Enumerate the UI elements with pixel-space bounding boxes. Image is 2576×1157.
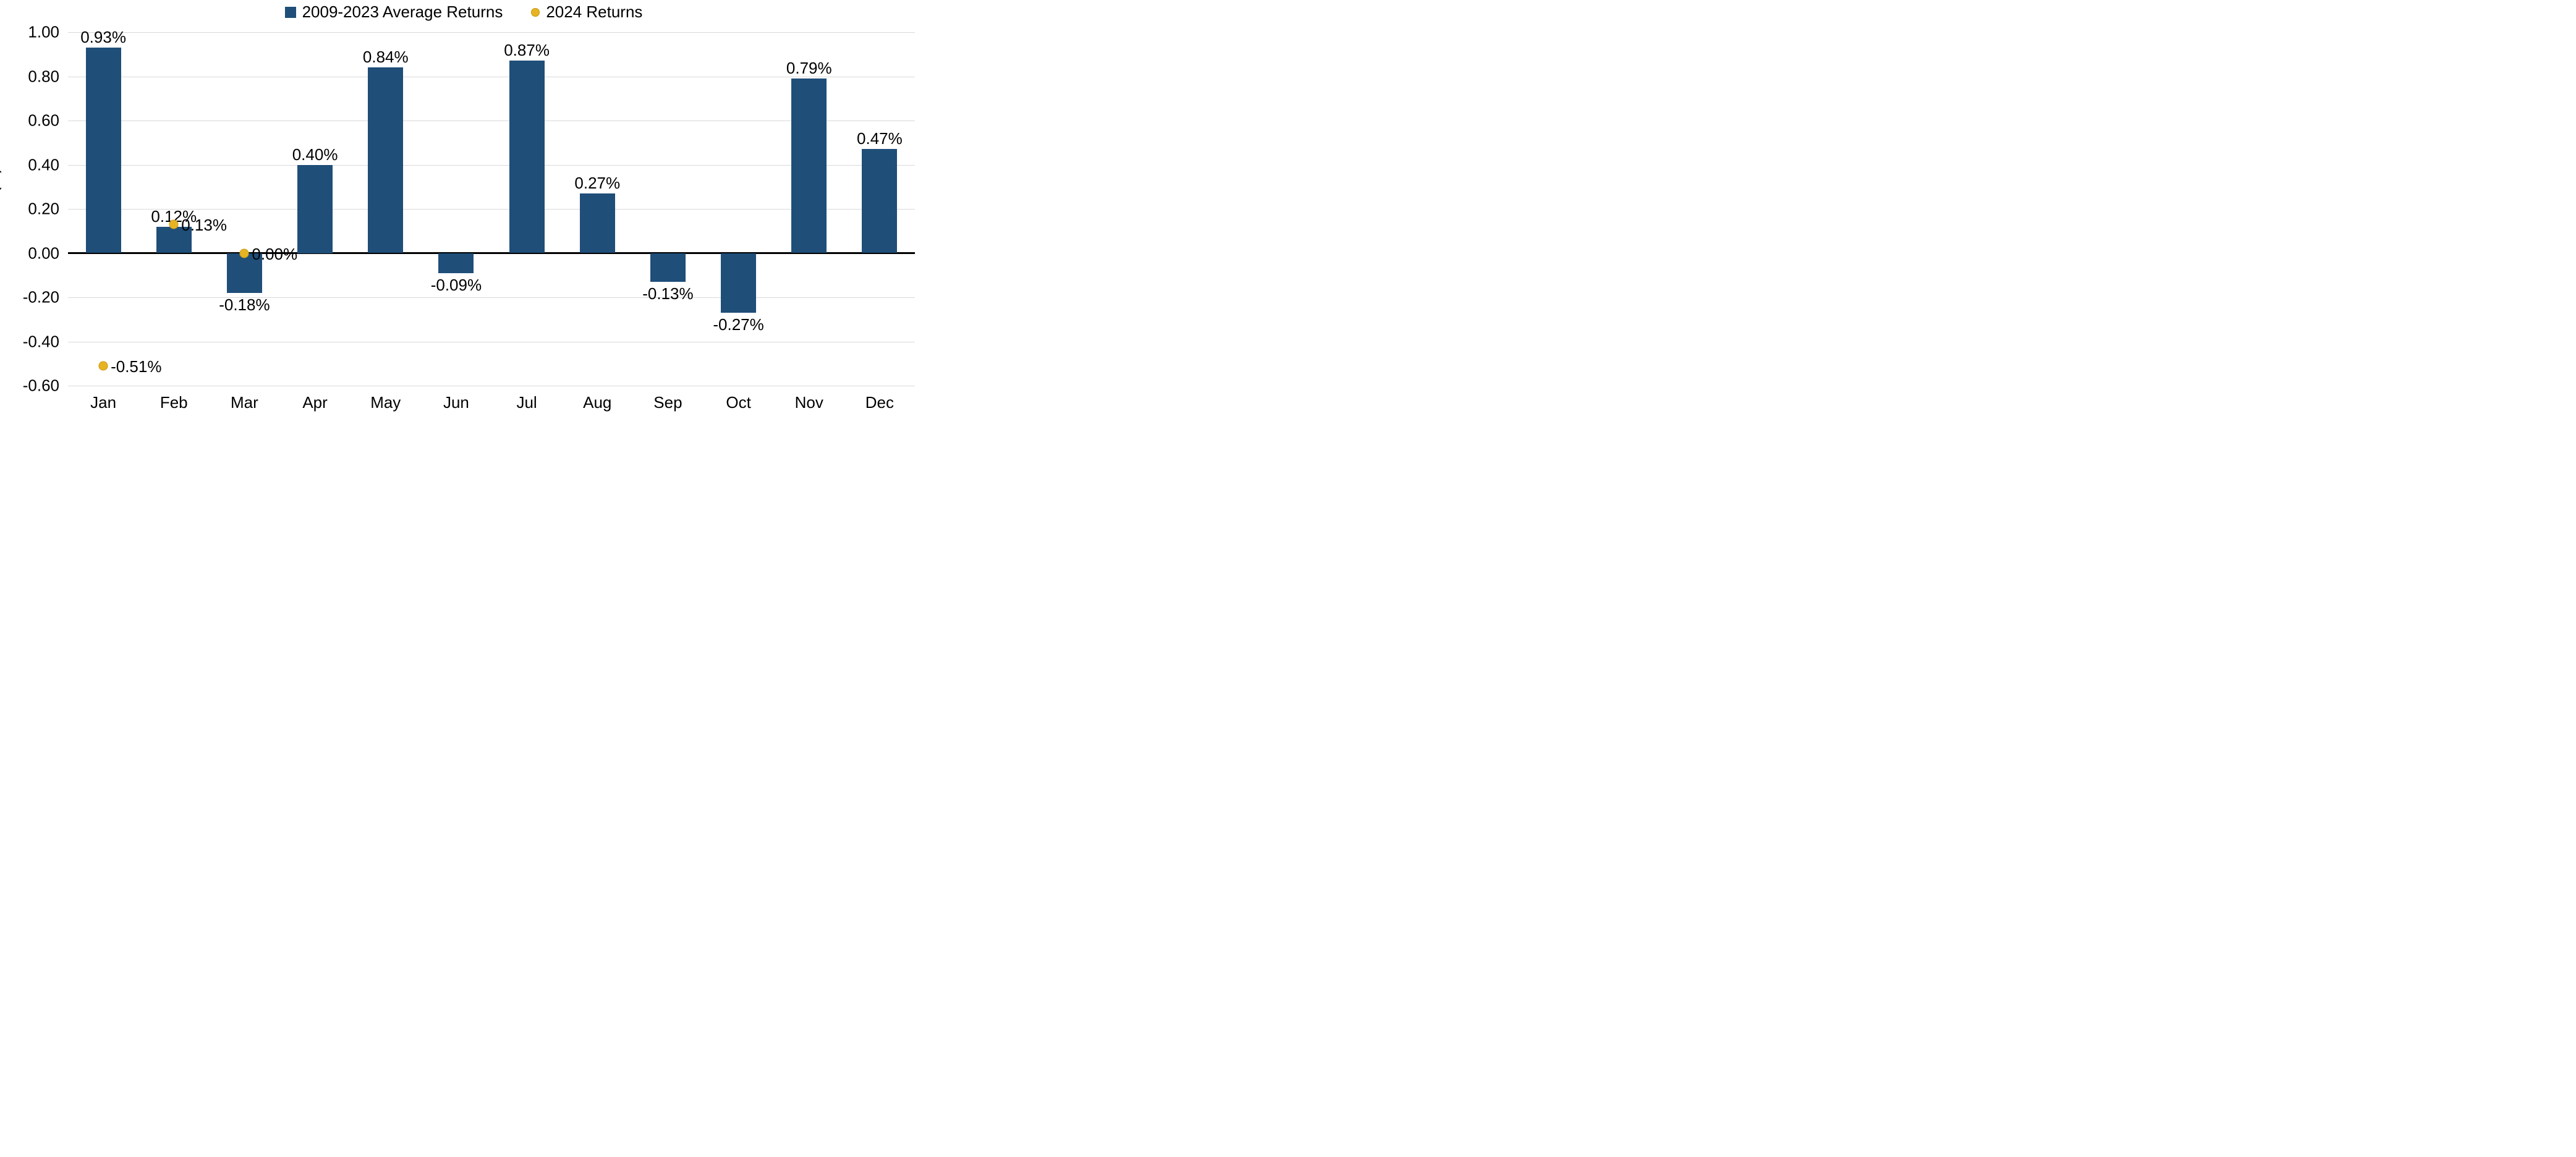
bar xyxy=(86,48,121,253)
legend-label: 2009-2023 Average Returns xyxy=(302,2,503,22)
x-tick-label: Feb xyxy=(160,386,188,412)
x-tick-label: Jun xyxy=(443,386,469,412)
x-tick-label: Nov xyxy=(795,386,823,412)
bar xyxy=(791,78,827,253)
x-tick-label: Jul xyxy=(516,386,537,412)
y-tick-label: -0.60 xyxy=(23,376,68,396)
legend-item-points: 2024 Returns xyxy=(531,2,642,22)
legend-swatch-dot xyxy=(531,8,540,17)
gridline xyxy=(68,32,915,33)
legend-label: 2024 Returns xyxy=(546,2,642,22)
x-tick-label: Apr xyxy=(302,386,327,412)
x-tick-label: Dec xyxy=(865,386,894,412)
chart-legend: 2009-2023 Average Returns 2024 Returns xyxy=(0,2,927,22)
bar xyxy=(862,149,897,253)
y-tick-label: -0.40 xyxy=(23,332,68,351)
x-tick-label: May xyxy=(370,386,401,412)
y-tick-label: 0.00 xyxy=(28,244,68,263)
bar-value-label: -0.18% xyxy=(219,295,270,315)
y-tick-label: 1.00 xyxy=(28,23,68,42)
y-axis-label: Percent (%) xyxy=(0,167,2,252)
x-tick-label: Jan xyxy=(90,386,116,412)
legend-item-bars: 2009-2023 Average Returns xyxy=(285,2,503,22)
zero-axis-line xyxy=(68,252,915,254)
plot-area: -0.60-0.40-0.200.000.200.400.600.801.00J… xyxy=(68,32,915,386)
bar-value-label: -0.09% xyxy=(431,276,482,295)
bar xyxy=(368,67,403,253)
bar-value-label: 0.79% xyxy=(786,59,832,78)
x-tick-label: Mar xyxy=(231,386,258,412)
x-tick-label: Sep xyxy=(653,386,682,412)
bar-value-label: 0.27% xyxy=(574,174,620,193)
bar-value-label: 0.40% xyxy=(292,145,338,164)
bar xyxy=(721,253,756,313)
bar-value-label: 0.84% xyxy=(363,48,409,67)
scatter-point-label: 0.00% xyxy=(252,245,297,264)
legend-swatch-square xyxy=(285,7,296,18)
scatter-point xyxy=(99,361,108,370)
y-tick-label: -0.20 xyxy=(23,288,68,307)
bar-value-label: 0.47% xyxy=(857,129,903,148)
bar-value-label: -0.13% xyxy=(642,284,693,303)
bar-value-label: -0.27% xyxy=(713,315,763,334)
monthly-returns-chart: 2009-2023 Average Returns 2024 Returns P… xyxy=(0,0,927,420)
y-tick-label: 0.80 xyxy=(28,67,68,86)
y-tick-label: 0.60 xyxy=(28,111,68,130)
gridline xyxy=(68,165,915,166)
x-tick-label: Oct xyxy=(726,386,750,412)
scatter-point-label: -0.51% xyxy=(111,357,161,376)
bar-value-label: 0.93% xyxy=(80,28,126,47)
bar xyxy=(438,253,474,273)
scatter-point xyxy=(240,248,249,258)
bar xyxy=(509,61,545,253)
y-tick-label: 0.40 xyxy=(28,155,68,174)
scatter-point xyxy=(169,220,179,229)
x-tick-label: Aug xyxy=(583,386,611,412)
bar-value-label: 0.87% xyxy=(504,41,550,60)
bar xyxy=(297,165,333,253)
bar xyxy=(650,253,686,282)
y-tick-label: 0.20 xyxy=(28,200,68,219)
gridline xyxy=(68,297,915,298)
scatter-point-label: 0.13% xyxy=(181,216,227,235)
bar xyxy=(580,193,615,253)
